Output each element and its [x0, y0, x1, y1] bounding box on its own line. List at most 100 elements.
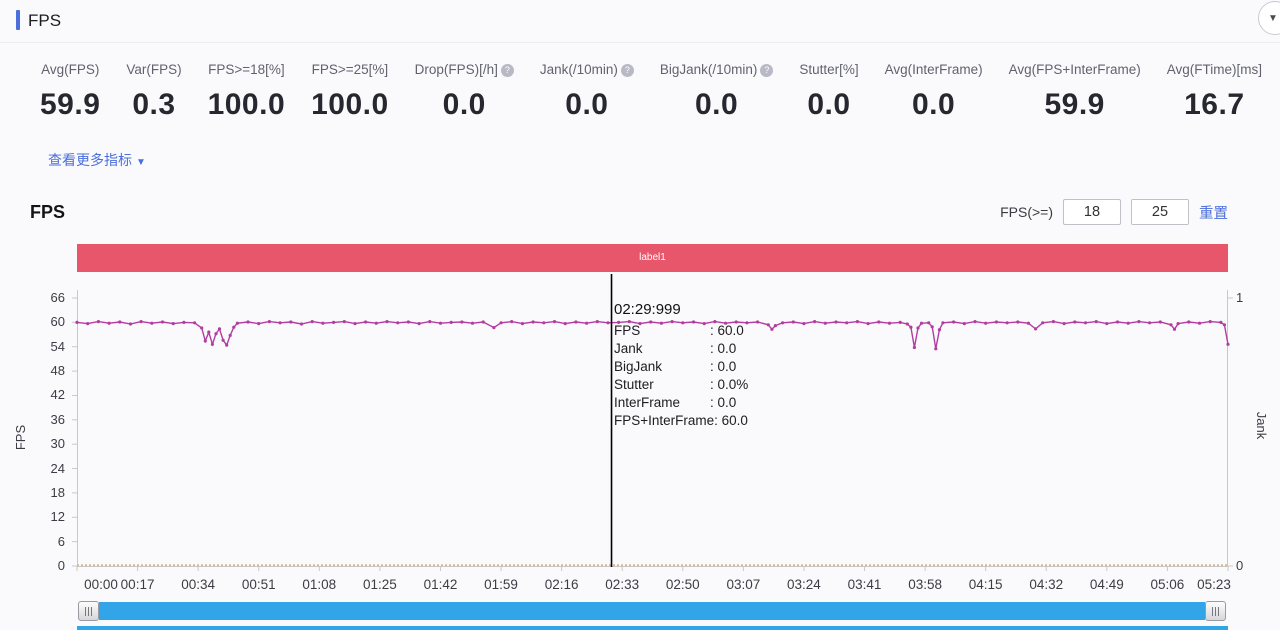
y-axis-tick-label: 42	[50, 387, 65, 403]
view-more-metrics-label: 查看更多指标	[48, 152, 132, 168]
tooltip-row-label: Stutter	[614, 377, 654, 392]
stat-label-text: BigJank(/10min)	[659, 62, 758, 77]
x-axis-tick-label: 03:24	[787, 577, 821, 592]
stat-value: 0.0	[442, 88, 486, 121]
stat-item: FPS>=18[%] 100.0	[208, 62, 286, 122]
tooltip-row: BigJank: 0.0	[614, 358, 844, 376]
title-accent-bar	[16, 10, 20, 30]
stat-label: FPS>=18[%]	[208, 62, 286, 77]
tooltip-row: Jank: 0.0	[614, 340, 844, 358]
x-axis-tick-label: 01:08	[302, 577, 337, 592]
stat-value: 0.0	[695, 88, 739, 121]
y-axis-tick-label: 60	[50, 314, 65, 330]
stat-label: Stutter[%]	[799, 62, 858, 77]
datazoom-left-handle[interactable]	[78, 601, 99, 621]
y-axis-tick-label: 48	[50, 363, 65, 379]
x-axis-tick-label: 01:25	[362, 577, 397, 592]
stat-label: Avg(FTime)[ms]	[1167, 62, 1262, 77]
chart-tooltip: 02:29:999 FPS: 60.0 Jank: 0.0 BigJank: 0.0…	[614, 301, 844, 430]
tooltip-row: Stutter : 0.0%	[614, 376, 844, 394]
stat-label-text: Var(FPS)	[126, 62, 182, 77]
x-axis-tick-label: 05:06	[1150, 577, 1185, 592]
fps-threshold-input-2[interactable]	[1131, 199, 1189, 225]
chart-title: FPS	[30, 202, 66, 222]
y-axis-tick-label: 30	[50, 436, 65, 452]
help-icon[interactable]: ?	[760, 64, 774, 77]
y-axis-tick-label: 66	[50, 290, 65, 305]
stat-label: FPS>=25[%]	[311, 62, 389, 77]
stat-label-text: Avg(FPS+InterFrame)	[1008, 62, 1141, 77]
stat-item: Avg(FPS) 59.9	[40, 62, 100, 122]
stat-label-text: Stutter[%]	[799, 62, 859, 77]
x-axis-tick-label: 05:23	[1197, 577, 1231, 592]
next-section-scrollbar-edge	[77, 626, 1228, 630]
stat-item: BigJank(/10min)? 0.0	[660, 62, 774, 122]
tooltip-row-value: : 60.0	[710, 323, 744, 338]
stats-summary-row: Avg(FPS) 59.9 Var(FPS) 0.3 FPS>=18[%] 100.0 FP…	[40, 62, 1262, 122]
stat-label: Jank(/10min)?	[540, 62, 634, 77]
panel-title: FPS	[28, 11, 62, 30]
stat-item: FPS>=25[%] 100.0	[311, 62, 389, 122]
fps-threshold-input-1[interactable]	[1063, 199, 1121, 225]
chevron-down-icon: ▼	[1268, 13, 1278, 24]
stat-label: BigJank(/10min)?	[660, 62, 774, 77]
collapse-panel-button[interactable]: ▼	[1258, 1, 1280, 35]
stat-label-text: Jank(/10min)	[539, 62, 618, 77]
chart-label-band: label1	[77, 244, 1228, 272]
tooltip-row: InterFrame: 0.0	[614, 394, 844, 412]
stat-value: 59.9	[40, 88, 101, 121]
datazoom-selected-range[interactable]	[99, 602, 1205, 620]
stat-value: 100.0	[311, 88, 389, 121]
tooltip-row-label: FPS	[614, 323, 641, 338]
x-axis-tick-label: 02:50	[665, 577, 700, 592]
y-axis-tick-label: 18	[50, 484, 65, 500]
stat-item: Avg(FPS+InterFrame) 59.9	[1009, 62, 1141, 122]
x-axis-tick-label: 00:34	[181, 577, 216, 592]
x-axis-tick-label: 00:51	[241, 577, 276, 592]
help-icon[interactable]: ?	[620, 64, 634, 77]
stat-label: Avg(FPS+InterFrame)	[1009, 62, 1141, 77]
tooltip-row-label: Jank	[614, 341, 643, 356]
x-axis-tick-label: 04:32	[1029, 577, 1064, 592]
stat-label-text: Drop(FPS)[/h]	[414, 62, 498, 77]
fps-line-chart[interactable]	[72, 274, 1233, 571]
y-axis-title-right: Jank	[1254, 411, 1270, 440]
stat-value: 0.3	[132, 88, 176, 121]
x-axis-tick-label: 02:33	[605, 577, 640, 592]
tooltip-row: FPS : 60.0	[614, 322, 844, 340]
tooltip-row-label: InterFrame	[614, 395, 681, 410]
tooltip-row-label: BigJank	[614, 359, 663, 374]
stat-label: Var(FPS)	[126, 62, 181, 77]
x-axis-tick-label: 02:16	[544, 577, 579, 592]
datazoom-scrollbar[interactable]	[77, 601, 1228, 621]
tooltip-row-value: : 0.0%	[710, 377, 749, 392]
stat-item: Stutter[%] 0.0	[799, 62, 858, 122]
stat-item: Avg(FTime)[ms] 16.7	[1167, 62, 1262, 122]
stat-label-text: Avg(FTime)[ms]	[1166, 62, 1262, 77]
help-icon[interactable]: ?	[500, 64, 514, 77]
tooltip-row-value: : 60.0	[714, 413, 748, 428]
stat-label-text: FPS>=25[%]	[311, 62, 389, 77]
tooltip-row-label: FPS+InterFrame	[614, 413, 715, 428]
y-axis-tick-label: 24	[50, 460, 65, 476]
x-axis-tick-label: 04:15	[968, 577, 1003, 592]
view-more-metrics-link[interactable]: 查看更多指标 ▼	[48, 150, 146, 170]
x-axis-tick-label: 00:17	[120, 577, 155, 592]
tooltip-timestamp: 02:29:999	[614, 301, 681, 318]
stat-label: Avg(InterFrame)	[885, 62, 983, 77]
datazoom-right-handle[interactable]	[1205, 601, 1226, 621]
chart-label-band-text: label1	[639, 252, 666, 263]
stat-value: 100.0	[207, 88, 286, 121]
x-axis-tick-label: 03:41	[847, 577, 882, 592]
x-axis-tick-label: 01:59	[484, 577, 518, 592]
reset-button[interactable]: 重置	[1199, 205, 1228, 222]
stat-label-text: FPS>=18[%]	[208, 62, 285, 77]
stat-label: Drop(FPS)[/h]?	[415, 62, 514, 77]
x-axis-tick-label: 04:49	[1089, 577, 1124, 592]
stat-label-text: Avg(InterFrame)	[884, 62, 983, 77]
stat-value: 0.0	[807, 88, 851, 121]
fps-threshold-label: FPS(>=)	[1000, 204, 1053, 220]
y-axis-tick-label: 6	[57, 533, 65, 549]
stat-item: Var(FPS) 0.3	[126, 62, 181, 122]
